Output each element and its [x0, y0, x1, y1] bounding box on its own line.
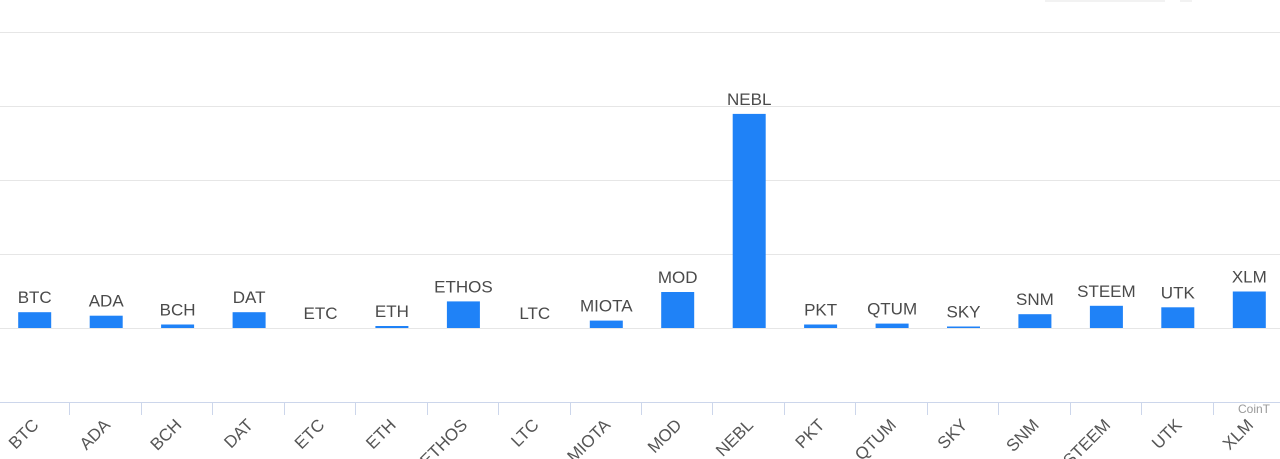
data-label-snm: SNM: [1016, 290, 1054, 309]
bar-eth[interactable]: [375, 326, 409, 328]
x-tick-label-ethos: ETHOS: [416, 415, 471, 459]
data-label-ltc: LTC: [519, 304, 550, 323]
x-tick-label-eth: ETH: [362, 415, 399, 452]
bar-btc[interactable]: [18, 312, 52, 328]
x-tick-label-sky: SKY: [934, 415, 971, 452]
data-label-ada: ADA: [89, 292, 125, 311]
data-label-utk: UTK: [1161, 283, 1196, 302]
bar-ethos[interactable]: [446, 301, 480, 328]
x-tick-labels: BTC ADA BCH DAT ETC ETH ETHOS LTC MIOTA MOD NEBL PK…: [5, 415, 1257, 459]
bar-sky[interactable]: [947, 326, 980, 329]
bar-bch[interactable]: [161, 324, 195, 329]
x-tick-label-btc: BTC: [5, 415, 42, 452]
x-tick-label-nebl: NEBL: [712, 415, 757, 459]
bar-utk[interactable]: [1161, 307, 1195, 328]
bar-steem[interactable]: [1089, 305, 1123, 328]
gridlines: [0, 32, 1280, 329]
data-label-steem: STEEM: [1077, 282, 1136, 301]
data-labels: BTC ADA BCH DAT ETC ETH ETHOS LTC MIOTA MOD NEBL PK…: [18, 90, 1267, 323]
data-label-pkt: PKT: [804, 301, 837, 320]
data-label-btc: BTC: [18, 288, 52, 307]
bar-dat[interactable]: [232, 312, 266, 328]
x-tick-label-utk: UTK: [1148, 415, 1186, 453]
credit-text[interactable]: CoinT: [1238, 402, 1271, 416]
x-tick-label-qtum: QTUM: [851, 415, 900, 459]
data-label-dat: DAT: [233, 288, 266, 307]
data-label-qtum: QTUM: [867, 300, 917, 319]
bars: [18, 113, 1266, 329]
x-tick-label-mod: MOD: [644, 415, 685, 456]
bar-pkt[interactable]: [804, 324, 838, 329]
data-label-mod: MOD: [658, 268, 698, 287]
bar-qtum[interactable]: [875, 323, 909, 328]
x-axis: [0, 402, 1280, 415]
bar-miota[interactable]: [589, 320, 623, 328]
x-tick-label-xlm: XLM: [1219, 415, 1257, 453]
x-tick-label-ada: ADA: [76, 415, 115, 454]
x-tick-label-snm: SNM: [1003, 415, 1043, 455]
x-tick-label-miota: MIOTA: [564, 415, 615, 459]
bar-mod[interactable]: [661, 292, 695, 328]
bar-nebl[interactable]: [732, 113, 766, 329]
data-label-xlm: XLM: [1232, 268, 1267, 287]
bar-ada[interactable]: [89, 315, 123, 328]
data-label-sky: SKY: [946, 303, 980, 322]
bar-xlm[interactable]: [1232, 291, 1266, 329]
top-edge-strip: [1045, 0, 1165, 2]
data-label-nebl: NEBL: [727, 90, 771, 109]
x-tick-label-dat: DAT: [220, 415, 257, 452]
data-label-ethos: ETHOS: [434, 277, 493, 296]
data-label-bch: BCH: [160, 301, 196, 320]
x-tick-label-pkt: PKT: [792, 415, 829, 452]
data-label-miota: MIOTA: [580, 297, 633, 316]
x-tick-label-ltc: LTC: [507, 415, 542, 450]
data-label-eth: ETH: [375, 302, 409, 321]
bar-snm[interactable]: [1018, 314, 1052, 328]
x-tick-label-bch: BCH: [147, 415, 186, 454]
x-tick-label-steem: STEEM: [1059, 415, 1114, 459]
top-edge-strip-right: [1180, 0, 1192, 2]
data-label-etc: ETC: [304, 304, 338, 323]
x-tick-label-etc: ETC: [291, 415, 328, 452]
